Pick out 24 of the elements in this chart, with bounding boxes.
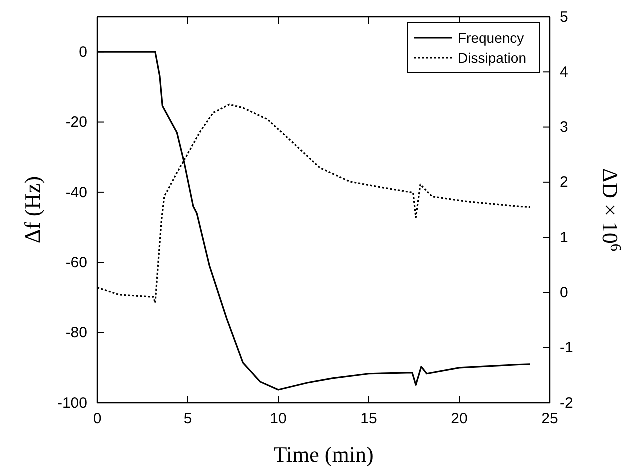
y-tick-label: -40 bbox=[66, 184, 88, 202]
x-axis-title: Time (min) bbox=[274, 442, 374, 467]
y-tick-label: 0 bbox=[79, 44, 88, 61]
legend-label: Dissipation bbox=[458, 50, 526, 66]
y2-tick-label: 3 bbox=[560, 119, 568, 136]
y2-tick-label: 0 bbox=[560, 284, 568, 302]
y2-tick-label: 4 bbox=[560, 64, 568, 81]
y2-tick-label: -2 bbox=[560, 394, 574, 412]
x-tick-label: 20 bbox=[451, 410, 468, 428]
legend-label: Frequency bbox=[458, 30, 524, 46]
y-tick-label: -20 bbox=[66, 114, 88, 132]
y2-tick-label: 1 bbox=[560, 229, 568, 246]
y2-tick-label: 2 bbox=[560, 174, 568, 192]
y-tick-label: -80 bbox=[66, 324, 88, 342]
x-tick-label: 10 bbox=[270, 410, 287, 428]
x-tick-label: 15 bbox=[360, 410, 378, 428]
x-tick-label: 25 bbox=[542, 410, 558, 428]
y2-tick-label: 5 bbox=[560, 8, 568, 26]
x-tick-label: 0 bbox=[93, 410, 102, 428]
y-tick-label: -100 bbox=[57, 394, 88, 412]
x-tick-label: 5 bbox=[184, 410, 192, 428]
y-tick-label: -60 bbox=[66, 254, 88, 272]
y2-tick-label: -1 bbox=[560, 340, 574, 357]
y-axis-title: Δf (Hz) bbox=[20, 176, 45, 244]
